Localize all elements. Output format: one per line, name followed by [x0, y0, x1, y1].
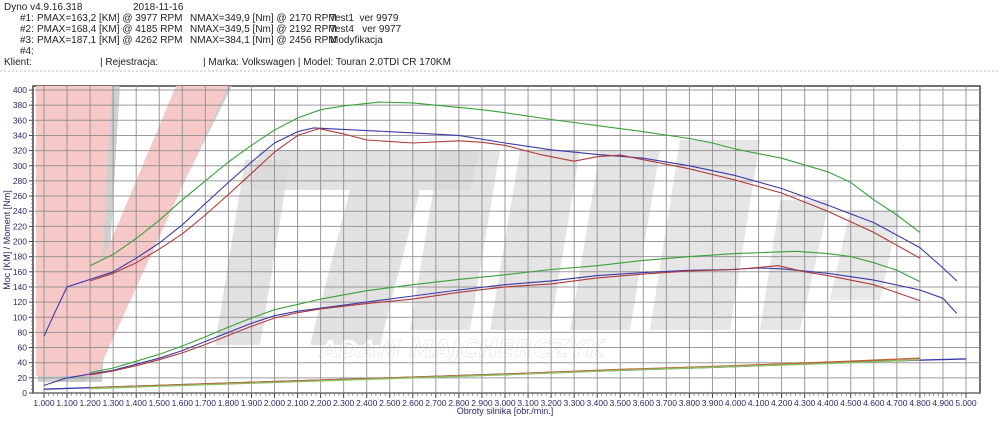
y-tick-label: 100 — [13, 312, 27, 322]
x-tick-label: 3.300 — [564, 398, 586, 408]
test-date: 2018-11-16 — [133, 2, 184, 13]
x-tick-label: 4.100 — [748, 398, 770, 408]
y-tick-label: 280 — [13, 176, 27, 186]
watermark-logo: ADAM MAJCHERCZYK — [36, 86, 900, 382]
run-id: #4: — [20, 46, 34, 57]
x-tick-label: 2.900 — [471, 398, 493, 408]
x-tick-label: 1.500 — [149, 398, 171, 408]
grid-lines — [33, 86, 980, 394]
x-tick-label: 1.400 — [126, 398, 148, 408]
registration-label: | Rejestracja: — [100, 57, 159, 68]
x-tick-label: 2.300 — [333, 398, 355, 408]
y-tick-label: 320 — [13, 146, 27, 156]
x-tick-label: 3.900 — [702, 398, 724, 408]
run-nmax: NMAX=349,9 [Nm] @ 2170 RPM — [190, 13, 337, 24]
x-tick-label: 4.400 — [817, 398, 839, 408]
x-tick-label: 4.600 — [863, 398, 885, 408]
x-tick-label: 3.100 — [517, 398, 539, 408]
x-tick-label: 1.100 — [56, 398, 78, 408]
x-tick-label: 1.000 — [33, 398, 55, 408]
run-name: Test1 ver 9979 — [330, 13, 399, 24]
run-pmax: PMAX=168,4 [KM] @ 4185 RPM — [37, 24, 183, 35]
x-tick-label: 2.000 — [264, 398, 286, 408]
x-tick-label: 2.100 — [287, 398, 309, 408]
y-tick-label: 300 — [13, 161, 27, 171]
y-tick-label: 200 — [13, 237, 27, 247]
x-tick-label: 4.700 — [886, 398, 908, 408]
x-tick-label: 4.200 — [771, 398, 793, 408]
y-tick-label: 20 — [18, 373, 28, 383]
y-tick-label: 120 — [13, 297, 27, 307]
y-tick-label: 260 — [13, 191, 27, 201]
y-tick-label: 60 — [18, 343, 28, 353]
run-nmax: NMAX=384,1 [Nm] @ 2456 RPM — [190, 35, 337, 46]
x-tick-label: 3.800 — [679, 398, 701, 408]
x-tick-label: 1.600 — [172, 398, 194, 408]
vehicle-info: | Marka: Volkswagen | Model: Touran 2.0T… — [203, 57, 451, 68]
software-version: Dyno v4.9.16.318 — [4, 2, 83, 13]
series-line — [89, 250, 921, 374]
y-tick-label: 40 — [18, 358, 28, 368]
series-line — [89, 128, 921, 282]
x-tick-label: 3.500 — [610, 398, 632, 408]
y-tick-label: 360 — [13, 115, 27, 125]
y-tick-label: 80 — [18, 327, 28, 337]
y-tick-label: 220 — [13, 221, 27, 231]
x-tick-label: 3.400 — [587, 398, 609, 408]
x-tick-label: 1.900 — [241, 398, 263, 408]
y-tick-label: 340 — [13, 130, 27, 140]
y-axis-ticks: 0 20 40 60 80 100 120 140 160 180 200 220 240 260 280 3… — [13, 85, 33, 398]
x-tick-label: 1.300 — [103, 398, 125, 408]
x-tick-label: 3.200 — [540, 398, 562, 408]
x-tick-label: 3.700 — [656, 398, 678, 408]
y-tick-label: 240 — [13, 206, 27, 216]
x-tick-label: 2.400 — [356, 398, 378, 408]
y-tick-label: 0 — [22, 388, 27, 398]
run-name: Test4 ver 9977 — [330, 24, 402, 35]
series-line — [90, 265, 921, 376]
x-tick-label: 4.900 — [932, 398, 954, 408]
run-id: #2: — [20, 24, 34, 35]
series-line — [89, 101, 921, 267]
x-tick-label: 5.000 — [955, 398, 977, 408]
x-tick-label: 2.200 — [310, 398, 332, 408]
y-tick-label: 400 — [13, 85, 27, 95]
x-tick-label: 4.800 — [909, 398, 931, 408]
x-tick-label: 2.600 — [402, 398, 424, 408]
run-pmax: PMAX=163,2 [KM] @ 3977 RPM — [37, 13, 183, 24]
run-pmax: PMAX=187,1 [KM] @ 4262 RPM — [37, 35, 183, 46]
y-tick-label: 380 — [13, 100, 27, 110]
y-tick-label: 140 — [13, 282, 27, 292]
data-series — [43, 101, 967, 390]
x-tick-label: 4.500 — [840, 398, 862, 408]
x-tick-label: 2.800 — [448, 398, 470, 408]
series-line — [43, 127, 958, 337]
x-axis-label: Obroty silnika [obr./min.] — [457, 406, 554, 416]
x-tick-label: 3.600 — [633, 398, 655, 408]
client-label: Klient: — [4, 57, 32, 68]
run-name: Modyfikacja — [330, 35, 383, 46]
run-nmax: NMAX=349,5 [Nm] @ 2192 RPM — [190, 24, 337, 35]
x-tick-label: 4.000 — [725, 398, 747, 408]
run-id: #1: — [20, 13, 34, 24]
x-tick-label: 1.800 — [218, 398, 240, 408]
series-line — [90, 359, 920, 390]
x-tick-label: 2.500 — [379, 398, 401, 408]
run-id: #3: — [20, 35, 34, 46]
y-tick-label: 180 — [13, 252, 27, 262]
y-tick-label: 160 — [13, 267, 27, 277]
x-tick-label: 4.300 — [794, 398, 816, 408]
x-tick-label: 3.000 — [494, 398, 516, 408]
watermark-author: ADAM MAJCHERCZYK — [318, 335, 607, 363]
x-tick-label: 2.700 — [425, 398, 447, 408]
x-tick-label: 1.700 — [195, 398, 217, 408]
x-axis-ticks: 1.000 1.100 1.200 1.300 1.400 1.500 1.600 1.700… — [33, 393, 977, 408]
y-axis-label: Moc [KM] / Moment [Nm] — [2, 190, 12, 290]
x-tick-label: 1.200 — [79, 398, 101, 408]
